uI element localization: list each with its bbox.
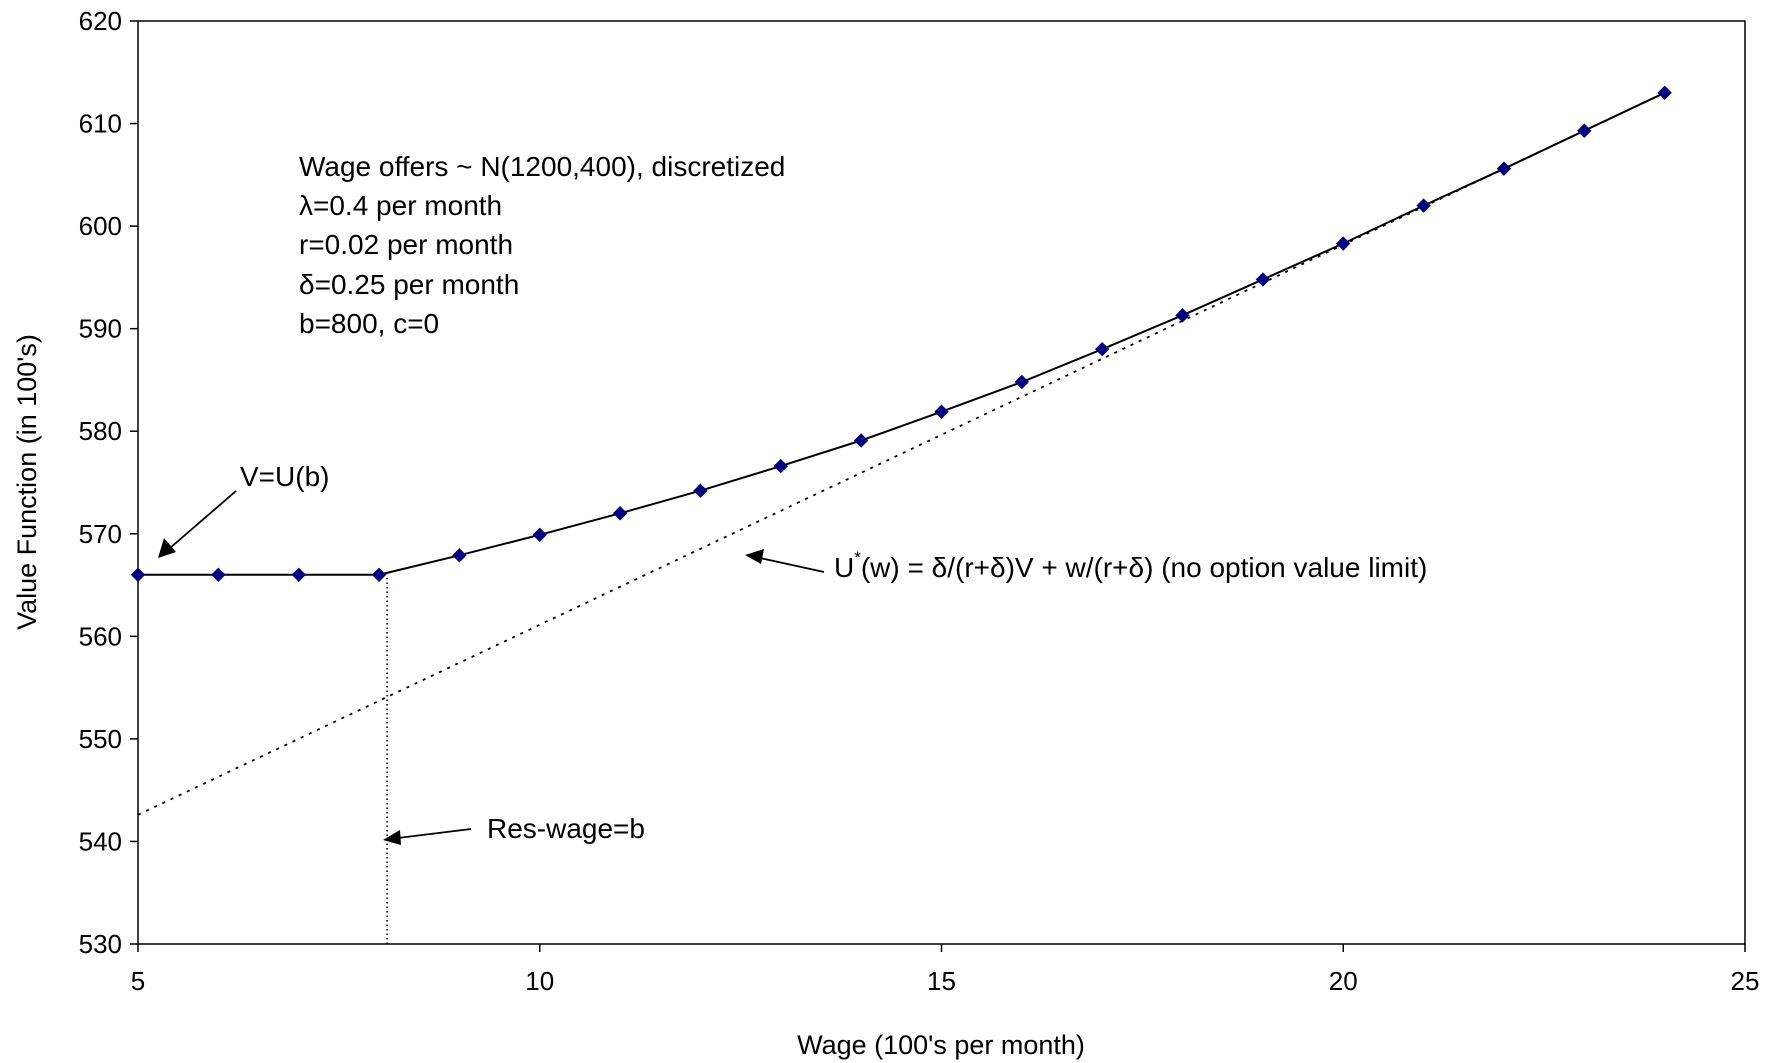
v-arrow-head [158, 538, 176, 558]
x-tick-label: 5 [131, 966, 145, 996]
ustar-label: U*(w) = δ/(r+δ)V + w/(r+δ) (no option va… [834, 548, 1427, 583]
data-point-marker [452, 548, 467, 563]
data-point-marker [211, 567, 226, 583]
param-line-2: λ=0.4 per month [299, 190, 502, 221]
y-tick-label: 530 [79, 929, 122, 959]
data-point-marker [1416, 198, 1431, 213]
ustar-rest: (w) = δ/(r+δ)V + w/(r+δ) (no option valu… [861, 552, 1427, 583]
param-line-5: b=800, c=0 [299, 308, 439, 339]
x-axis: 5 10 15 20 25 [131, 944, 1760, 996]
x-tick-label: 10 [525, 966, 554, 996]
data-point-marker [291, 567, 306, 583]
data-point-marker [1657, 85, 1672, 100]
data-point-marker [1336, 236, 1351, 251]
marker-layer [130, 85, 1672, 583]
data-point-marker [130, 567, 146, 583]
y-tick-label: 610 [79, 109, 122, 139]
data-point-marker [773, 458, 789, 474]
ustar-sup: * [854, 548, 861, 567]
x-axis-title: Wage (100's per month) [797, 1030, 1085, 1060]
data-point-marker [1577, 123, 1592, 138]
y-tick-label: 550 [79, 724, 122, 754]
data-point-marker [1255, 272, 1271, 287]
y-tick-label: 580 [79, 416, 122, 446]
y-tick-label: 540 [79, 826, 122, 856]
x-tick-label: 25 [1731, 966, 1760, 996]
v-arrow [169, 490, 237, 549]
data-point-marker [693, 483, 708, 498]
param-line-1: Wage offers ~ N(1200,400), discretized [299, 151, 785, 182]
plot-area [137, 20, 1746, 945]
y-tick-label: 570 [79, 519, 122, 549]
reswage-arrow [397, 828, 472, 839]
ustar-arrow-head [745, 549, 764, 564]
data-point-marker [532, 527, 547, 543]
param-line-3: r=0.02 per month [299, 229, 513, 260]
ustar-base: U [834, 552, 854, 583]
data-point-marker [1175, 308, 1190, 323]
data-point-marker [1496, 161, 1512, 176]
reswage-label: Res-wage=b [487, 813, 645, 844]
series-layer [137, 91, 1666, 816]
data-point-marker [612, 506, 628, 521]
data-point-marker [934, 404, 949, 419]
v-label: V=U(b) [240, 461, 329, 492]
y-tick-label: 590 [79, 314, 122, 344]
data-point-marker [853, 433, 869, 448]
series-line-dotted [137, 91, 1665, 816]
data-point-marker [1094, 341, 1110, 357]
y-tick-label: 620 [79, 6, 122, 36]
ustar-arrow [759, 557, 825, 573]
y-tick-label: 560 [79, 621, 122, 651]
param-line-4: δ=0.25 per month [299, 269, 519, 300]
series-line-solid [138, 91, 1666, 576]
y-tick-label: 600 [79, 211, 122, 241]
data-point-marker [371, 567, 387, 583]
y-axis: 530 540 550 560 570 580 590 600 610 620 [79, 6, 138, 959]
x-tick-label: 15 [927, 966, 956, 996]
x-tick-label: 20 [1329, 966, 1358, 996]
y-axis-title: Value Function (in 100's) [12, 334, 42, 630]
data-point-marker [1014, 374, 1030, 390]
reswage-arrow-head [383, 830, 401, 845]
